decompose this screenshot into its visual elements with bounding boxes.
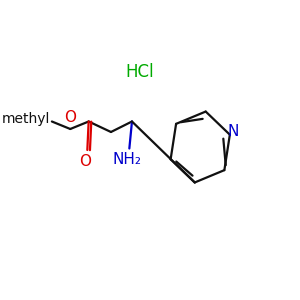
Text: N: N <box>227 124 239 139</box>
Text: O: O <box>64 110 76 125</box>
Text: O: O <box>79 154 91 169</box>
Text: HCl: HCl <box>125 63 154 81</box>
Text: NH₂: NH₂ <box>112 152 141 167</box>
Text: methyl: methyl <box>2 112 50 126</box>
